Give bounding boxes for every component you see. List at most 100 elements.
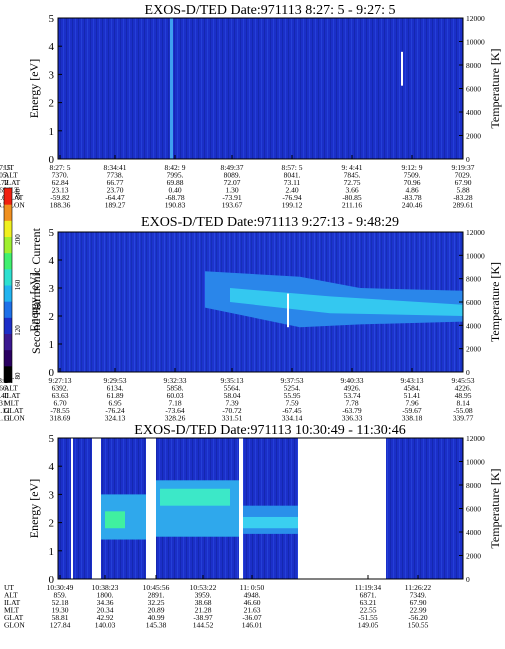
- y2-tick-label: 6000: [466, 505, 481, 514]
- y2-tick-label: 2000: [466, 552, 481, 561]
- y-tick-label: 4: [49, 41, 55, 53]
- ephemeris-row-label: ILAT: [4, 391, 21, 400]
- ephemeris-value: 8.14: [456, 399, 469, 408]
- ephemeris-value: 336.33: [342, 414, 363, 423]
- y-tick-label: 4: [49, 255, 55, 267]
- colorbar-segment: [4, 301, 12, 318]
- ephemeris-row-label: ALT: [4, 591, 18, 600]
- y2-tick-label: 8000: [466, 61, 481, 70]
- ephemeris-value: 334.14: [282, 414, 303, 423]
- ephemeris-row-label: UT: [4, 583, 14, 592]
- ephemeris-value: 22.99: [410, 606, 427, 615]
- ephemeris-value: 0.40: [168, 186, 181, 195]
- ephemeris-value: 70.96: [404, 178, 421, 187]
- colorbar-frame: [3, 187, 13, 383]
- y-tick-label: 5: [49, 227, 55, 239]
- ephemeris-value: 11: 0:50: [240, 583, 265, 592]
- ephemeris-value: 9:40:33: [341, 376, 364, 385]
- ephemeris-value: -63.79: [342, 406, 362, 415]
- ephemeris-value: 10:38:23: [92, 583, 119, 592]
- colorbar-tick-label: 240: [14, 188, 22, 199]
- ephemeris-value: 63.21: [360, 598, 377, 607]
- ephemeris-value: 331.51: [222, 414, 243, 423]
- y2-axis-label: Temperature [K]: [488, 48, 502, 128]
- y2-tick-label: 12000: [466, 228, 485, 237]
- y-tick-label: 2: [49, 98, 55, 110]
- ephemeris-value: -76.24: [105, 406, 125, 415]
- ephemeris-value: -80.85: [342, 193, 362, 202]
- ephemeris-value: 339.77: [453, 414, 474, 423]
- ephemeris-value: 188.36: [50, 201, 71, 210]
- ephemeris-value: -36.07: [242, 613, 262, 622]
- ephemeris-value: 338.18: [402, 414, 423, 423]
- ephemeris-value: 324.13: [105, 414, 126, 423]
- y-tick-label: 2: [49, 518, 55, 530]
- ephemeris-value: 40.99: [148, 613, 165, 622]
- ephemeris-value: 4584.: [404, 384, 421, 393]
- chart-title: EXOS-D/TED Date:971113 10:30:49 - 11:30:…: [134, 423, 405, 438]
- ephemeris-value: 7845.: [344, 171, 361, 180]
- ephemeris-value: 3866.: [0, 384, 9, 393]
- ephemeris-row-label: GLAT: [4, 613, 24, 622]
- colorbar-tick-label: 160: [14, 279, 22, 290]
- panels: EXOS-D/TED Date:971113 8:27: 5 - 9:27: 5…: [0, 3, 502, 630]
- ephemeris-value: 149.05: [358, 621, 379, 630]
- y2-tick-label: 6000: [466, 298, 481, 307]
- ephemeris-value: 53.74: [344, 391, 361, 400]
- y2-tick-label: 4000: [466, 321, 481, 330]
- y-axis-label: Energy [eV]: [27, 272, 41, 331]
- ephemeris-value: 7029.: [455, 171, 472, 180]
- ephemeris-value: 7.78: [345, 399, 358, 408]
- ephemeris-value: 72.07: [224, 178, 241, 187]
- colorbar-tick-label: 200: [14, 234, 22, 245]
- ephemeris-row-label: UT: [4, 163, 14, 172]
- colorbar-segment: [4, 236, 12, 254]
- ephemeris-value: 189.27: [105, 201, 126, 210]
- ephemeris-value: 8.31: [0, 399, 7, 408]
- ephemeris-value: 5858.: [167, 384, 184, 393]
- ephemeris-value: 190.83: [165, 201, 186, 210]
- y-tick-label: 5: [49, 13, 55, 25]
- colorbar-segment: [4, 252, 12, 270]
- ephemeris-value: 341.11: [0, 414, 10, 423]
- ephemeris-value: -67.45: [282, 406, 302, 415]
- y-axis-label: Energy [eV]: [27, 479, 41, 538]
- ephemeris-value: 61.89: [107, 391, 124, 400]
- data-gap: [239, 438, 243, 579]
- spectrogram-white-marker: [401, 51, 403, 86]
- ephemeris-value: -56.20: [408, 613, 428, 622]
- ephemeris-row-label: ILAT: [4, 178, 21, 187]
- ephemeris-value: 2.40: [285, 186, 298, 195]
- ephemeris-row-label: MLT: [4, 606, 20, 615]
- ephemeris-value: -64.47: [105, 193, 125, 202]
- ephemeris-value: -73.64: [165, 406, 185, 415]
- y-axis-label: Energy [eV]: [27, 59, 41, 118]
- ephemeris-value: 11:26:22: [405, 583, 432, 592]
- ephemeris-value: 3.66: [345, 186, 358, 195]
- ephemeris-value: -50.12: [0, 406, 10, 415]
- ephemeris-value: 7.59: [285, 399, 298, 408]
- ephemeris-value: -76.94: [282, 193, 302, 202]
- y2-tick-label: 2000: [466, 345, 481, 354]
- ephemeris-value: 23.13: [52, 186, 69, 195]
- ephemeris-value: 144.52: [193, 621, 214, 630]
- ephemeris-value: 4926.: [344, 384, 361, 393]
- ephemeris-value: 146.01: [242, 621, 263, 630]
- ephemeris-value: 4948.: [244, 591, 261, 600]
- ephemeris-value: 7995.: [167, 171, 184, 180]
- ephemeris-value: 9: 4:41: [341, 163, 362, 172]
- ephemeris-value: 150.55: [408, 621, 429, 630]
- ephemeris-value: 8:57: 5: [281, 163, 302, 172]
- y-tick-label: 0: [49, 367, 55, 379]
- colorbar-segment: [4, 204, 12, 221]
- ephemeris-value: 58.04: [224, 391, 241, 400]
- ephemeris-value: 55.95: [284, 391, 301, 400]
- ephemeris-value: 9:35:13: [221, 376, 244, 385]
- y2-tick-label: 4000: [466, 108, 481, 117]
- ephemeris-value: 67.90: [455, 178, 472, 187]
- ephemeris-value: 23.70: [107, 186, 124, 195]
- colorbar-segment: [4, 220, 12, 237]
- ephemeris-value: 8:49:37: [221, 163, 244, 172]
- spectrogram-white-marker: [287, 293, 289, 328]
- y2-axis-label: Temperature [K]: [488, 468, 502, 548]
